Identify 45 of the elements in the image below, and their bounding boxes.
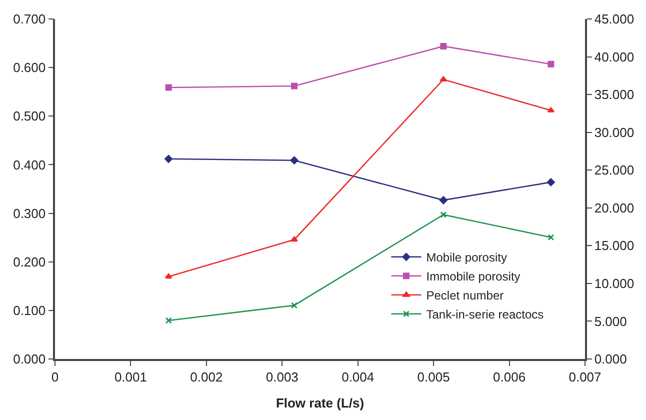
y2-tick-label: 30.000 — [594, 124, 634, 140]
y2-tick-label: 40.000 — [594, 49, 634, 64]
x-tick-label: 0 — [51, 369, 59, 384]
point — [291, 82, 298, 90]
point — [548, 60, 554, 68]
x-tick-label: 0.002 — [190, 369, 223, 384]
x-tick-label: 0.004 — [342, 369, 374, 384]
point — [439, 196, 448, 204]
point — [548, 234, 554, 241]
point — [290, 156, 298, 164]
legend-label: Peclet number — [426, 288, 504, 303]
y2-tick-label: 35.000 — [594, 87, 634, 102]
y-tick-label: 0.000 — [13, 352, 46, 367]
point — [290, 236, 298, 242]
point — [165, 317, 172, 324]
point — [164, 154, 173, 163]
x-tick-label: 0.007 — [568, 369, 602, 384]
y2-tick-label: 15.000 — [594, 238, 634, 254]
y-tick-label: 0.500 — [13, 108, 46, 124]
point — [440, 42, 447, 50]
y2-tick-label: 10.000 — [594, 276, 634, 291]
x-tick-label: 0.006 — [493, 369, 526, 384]
x-tick-label: 0.001 — [114, 369, 147, 384]
y2-tick-label: 25.000 — [594, 162, 634, 178]
point — [164, 273, 172, 279]
legend-label: Tank-in-serie reactocs — [426, 308, 544, 322]
y-tick-label: 0.400 — [13, 157, 46, 172]
point — [440, 211, 447, 218]
y-tick-label: 0.700 — [13, 12, 46, 27]
legend-label: Immobile porosity — [426, 270, 520, 284]
y2-tick-label: 20.000 — [594, 200, 634, 216]
y2-tick-label: 45.000 — [594, 12, 634, 27]
y-tick-label: 0.100 — [13, 302, 46, 318]
point — [165, 84, 172, 91]
y2-tick-label: 0.000 — [594, 352, 627, 367]
y-tick-label: 0.300 — [13, 206, 46, 221]
y-tick-label: 0.600 — [13, 60, 46, 76]
y-tick-label: 0.200 — [13, 254, 46, 270]
point — [291, 302, 298, 309]
x-axis-title: Flow rate (L/s) — [276, 395, 364, 410]
x-tick-label: 0.005 — [417, 369, 450, 384]
x-tick-label: 0.003 — [266, 369, 298, 384]
legend-label: Mobile porosity — [426, 250, 507, 265]
y2-tick-label: 5.000 — [594, 314, 627, 329]
point — [546, 178, 555, 186]
